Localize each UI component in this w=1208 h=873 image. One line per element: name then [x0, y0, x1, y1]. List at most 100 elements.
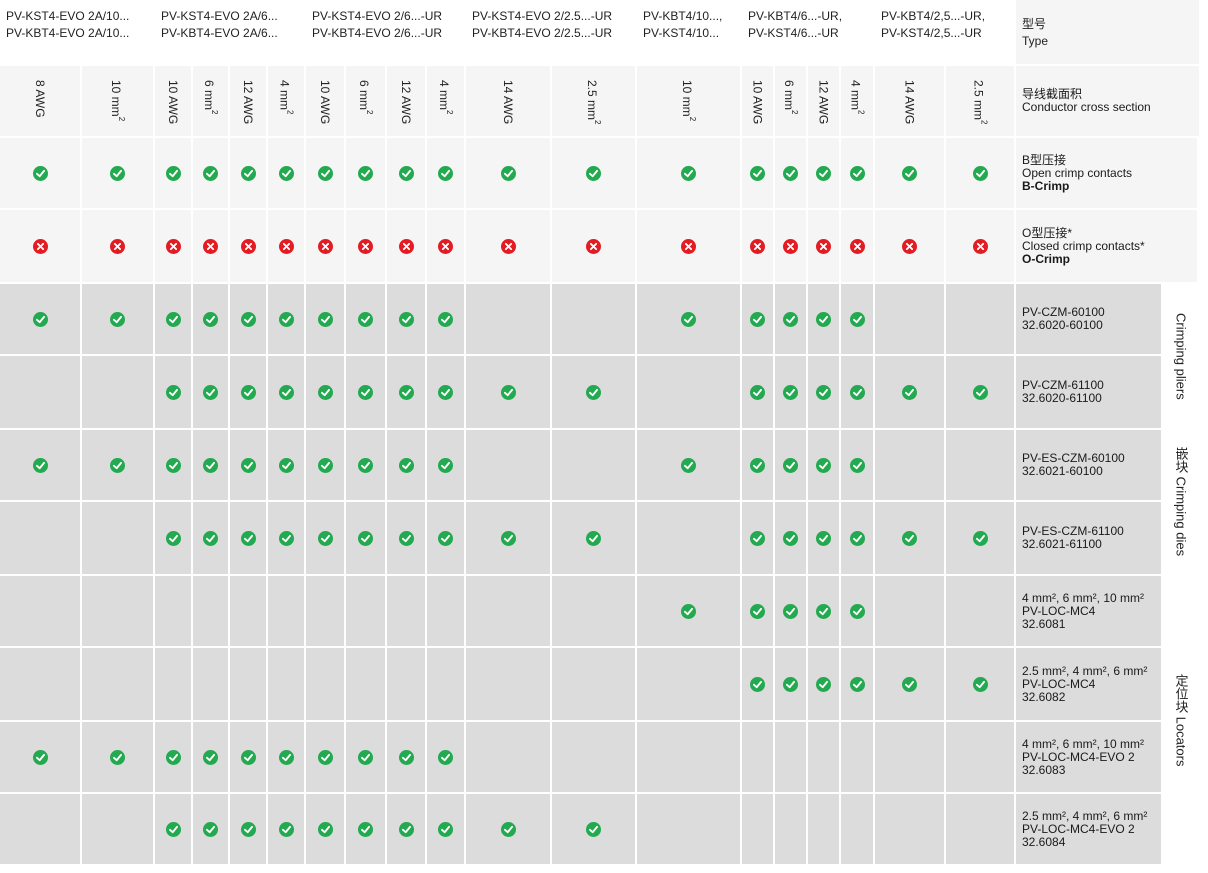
- matrix-cell: [841, 210, 873, 282]
- row-label: PV-CZM-60100 32.6020-60100: [1016, 284, 1161, 354]
- check-icon: [816, 458, 831, 473]
- row-label-line: 32.6020-61100: [1022, 391, 1102, 405]
- cross-section-label: 12 AWG: [399, 80, 413, 125]
- check-icon: [358, 750, 373, 765]
- matrix-cell: [387, 284, 425, 354]
- check-icon: [110, 750, 125, 765]
- matrix-cell: [841, 430, 873, 500]
- group-label-text: Crimping pliers: [1173, 312, 1189, 400]
- cross-icon: [816, 239, 831, 254]
- check-icon: [783, 458, 798, 473]
- check-icon: [681, 458, 696, 473]
- matrix-cell: [875, 284, 944, 354]
- check-icon: [586, 385, 601, 400]
- matrix-cell: [552, 356, 635, 428]
- matrix-cell: [775, 430, 806, 500]
- check-icon: [816, 312, 831, 327]
- type-name-line: PV-KST4-EVO 2/2.5...-UR: [472, 9, 613, 23]
- matrix-cell: [387, 576, 425, 646]
- matrix-cell: [775, 502, 806, 574]
- matrix-cell: [230, 576, 266, 646]
- matrix-cell: [82, 502, 153, 574]
- row-label: B型压接 Open crimp contacts B-Crimp: [1016, 138, 1197, 208]
- cross-icon: [681, 239, 696, 254]
- matrix-cell: [0, 138, 80, 208]
- matrix-cell: [82, 648, 153, 720]
- matrix-cell: [841, 722, 873, 792]
- check-icon: [203, 822, 218, 837]
- matrix-cell: [875, 210, 944, 282]
- matrix-cell: [775, 648, 806, 720]
- check-icon: [438, 822, 453, 837]
- check-icon: [501, 166, 516, 181]
- matrix-cell: [155, 138, 191, 208]
- check-icon: [399, 166, 414, 181]
- matrix-cell: [946, 502, 1014, 574]
- matrix-cell: [775, 794, 806, 864]
- group-label: 嵌块 Crimping dies: [1163, 430, 1199, 574]
- matrix-cell: [552, 576, 635, 646]
- row-label: PV-CZM-61100 32.6020-61100: [1016, 356, 1161, 428]
- check-icon: [902, 166, 917, 181]
- matrix-cell: [875, 722, 944, 792]
- cross-section-cell: 10 mm2: [82, 66, 153, 136]
- check-icon: [850, 531, 865, 546]
- cross-icon: [501, 239, 516, 254]
- matrix-cell: [841, 502, 873, 574]
- cross-section-label: 6 mm2: [782, 80, 799, 115]
- matrix-cell: [808, 722, 839, 792]
- type-label-cn: 型号: [1022, 17, 1047, 31]
- cross-icon: [318, 239, 333, 254]
- matrix-cell: [775, 356, 806, 428]
- check-icon: [750, 531, 765, 546]
- matrix-cell: [427, 138, 464, 208]
- matrix-cell: [193, 210, 228, 282]
- type-name-line: PV-KST4/2,5...-UR: [881, 26, 982, 40]
- check-icon: [279, 822, 294, 837]
- cross-section-label: 10 AWG: [318, 80, 332, 125]
- matrix-cell: [346, 502, 385, 574]
- check-icon: [166, 385, 181, 400]
- type-name-line: PV-KBT4-EVO 2A/6...: [161, 26, 278, 40]
- matrix-cell: [306, 794, 344, 864]
- row-label-line: 32.6082: [1022, 689, 1066, 704]
- matrix-cell: [193, 430, 228, 500]
- check-icon: [241, 750, 256, 765]
- matrix-cell: [0, 722, 80, 792]
- matrix-cell: [466, 648, 550, 720]
- check-icon: [438, 166, 453, 181]
- matrix-cell: [193, 722, 228, 792]
- matrix-cell: [230, 210, 266, 282]
- row-label-line: B型压接: [1022, 152, 1067, 167]
- matrix-cell: [0, 430, 80, 500]
- check-icon: [399, 531, 414, 546]
- check-icon: [850, 312, 865, 327]
- cross-section-label: 10 AWG: [750, 80, 765, 125]
- matrix-cell: [387, 430, 425, 500]
- type-header-cell: PV-KST4-EVO 2A/6... PV-KBT4-EVO 2A/6...: [155, 0, 304, 64]
- row-label-line: O型压接*: [1022, 225, 1073, 240]
- matrix-cell: [552, 430, 635, 500]
- check-icon: [110, 166, 125, 181]
- cross-section-cell: 2.5 mm2: [946, 66, 1014, 136]
- cross-section-cell: 10 AWG: [306, 66, 344, 136]
- matrix-cell: [427, 284, 464, 354]
- check-icon: [399, 822, 414, 837]
- matrix-cell: [466, 430, 550, 500]
- row-label-line: PV-LOC-MC4: [1022, 676, 1096, 691]
- cross-section-cell: 10 AWG: [155, 66, 191, 136]
- type-header-cell: PV-KBT4/2,5...-UR, PV-KST4/2,5...-UR: [875, 0, 1014, 64]
- check-icon: [783, 385, 798, 400]
- matrix-cell: [230, 430, 266, 500]
- matrix-cell: [230, 794, 266, 864]
- check-icon: [358, 822, 373, 837]
- cross-section-cell: 12 AWG: [808, 66, 839, 136]
- check-icon: [241, 458, 256, 473]
- matrix-cell: [552, 284, 635, 354]
- type-name-line: PV-KST4-EVO 2A/6...: [161, 9, 278, 23]
- cross-section-label: 10 AWG: [166, 80, 180, 125]
- matrix-cell: [946, 576, 1014, 646]
- cross-icon: [279, 239, 294, 254]
- matrix-cell: [306, 722, 344, 792]
